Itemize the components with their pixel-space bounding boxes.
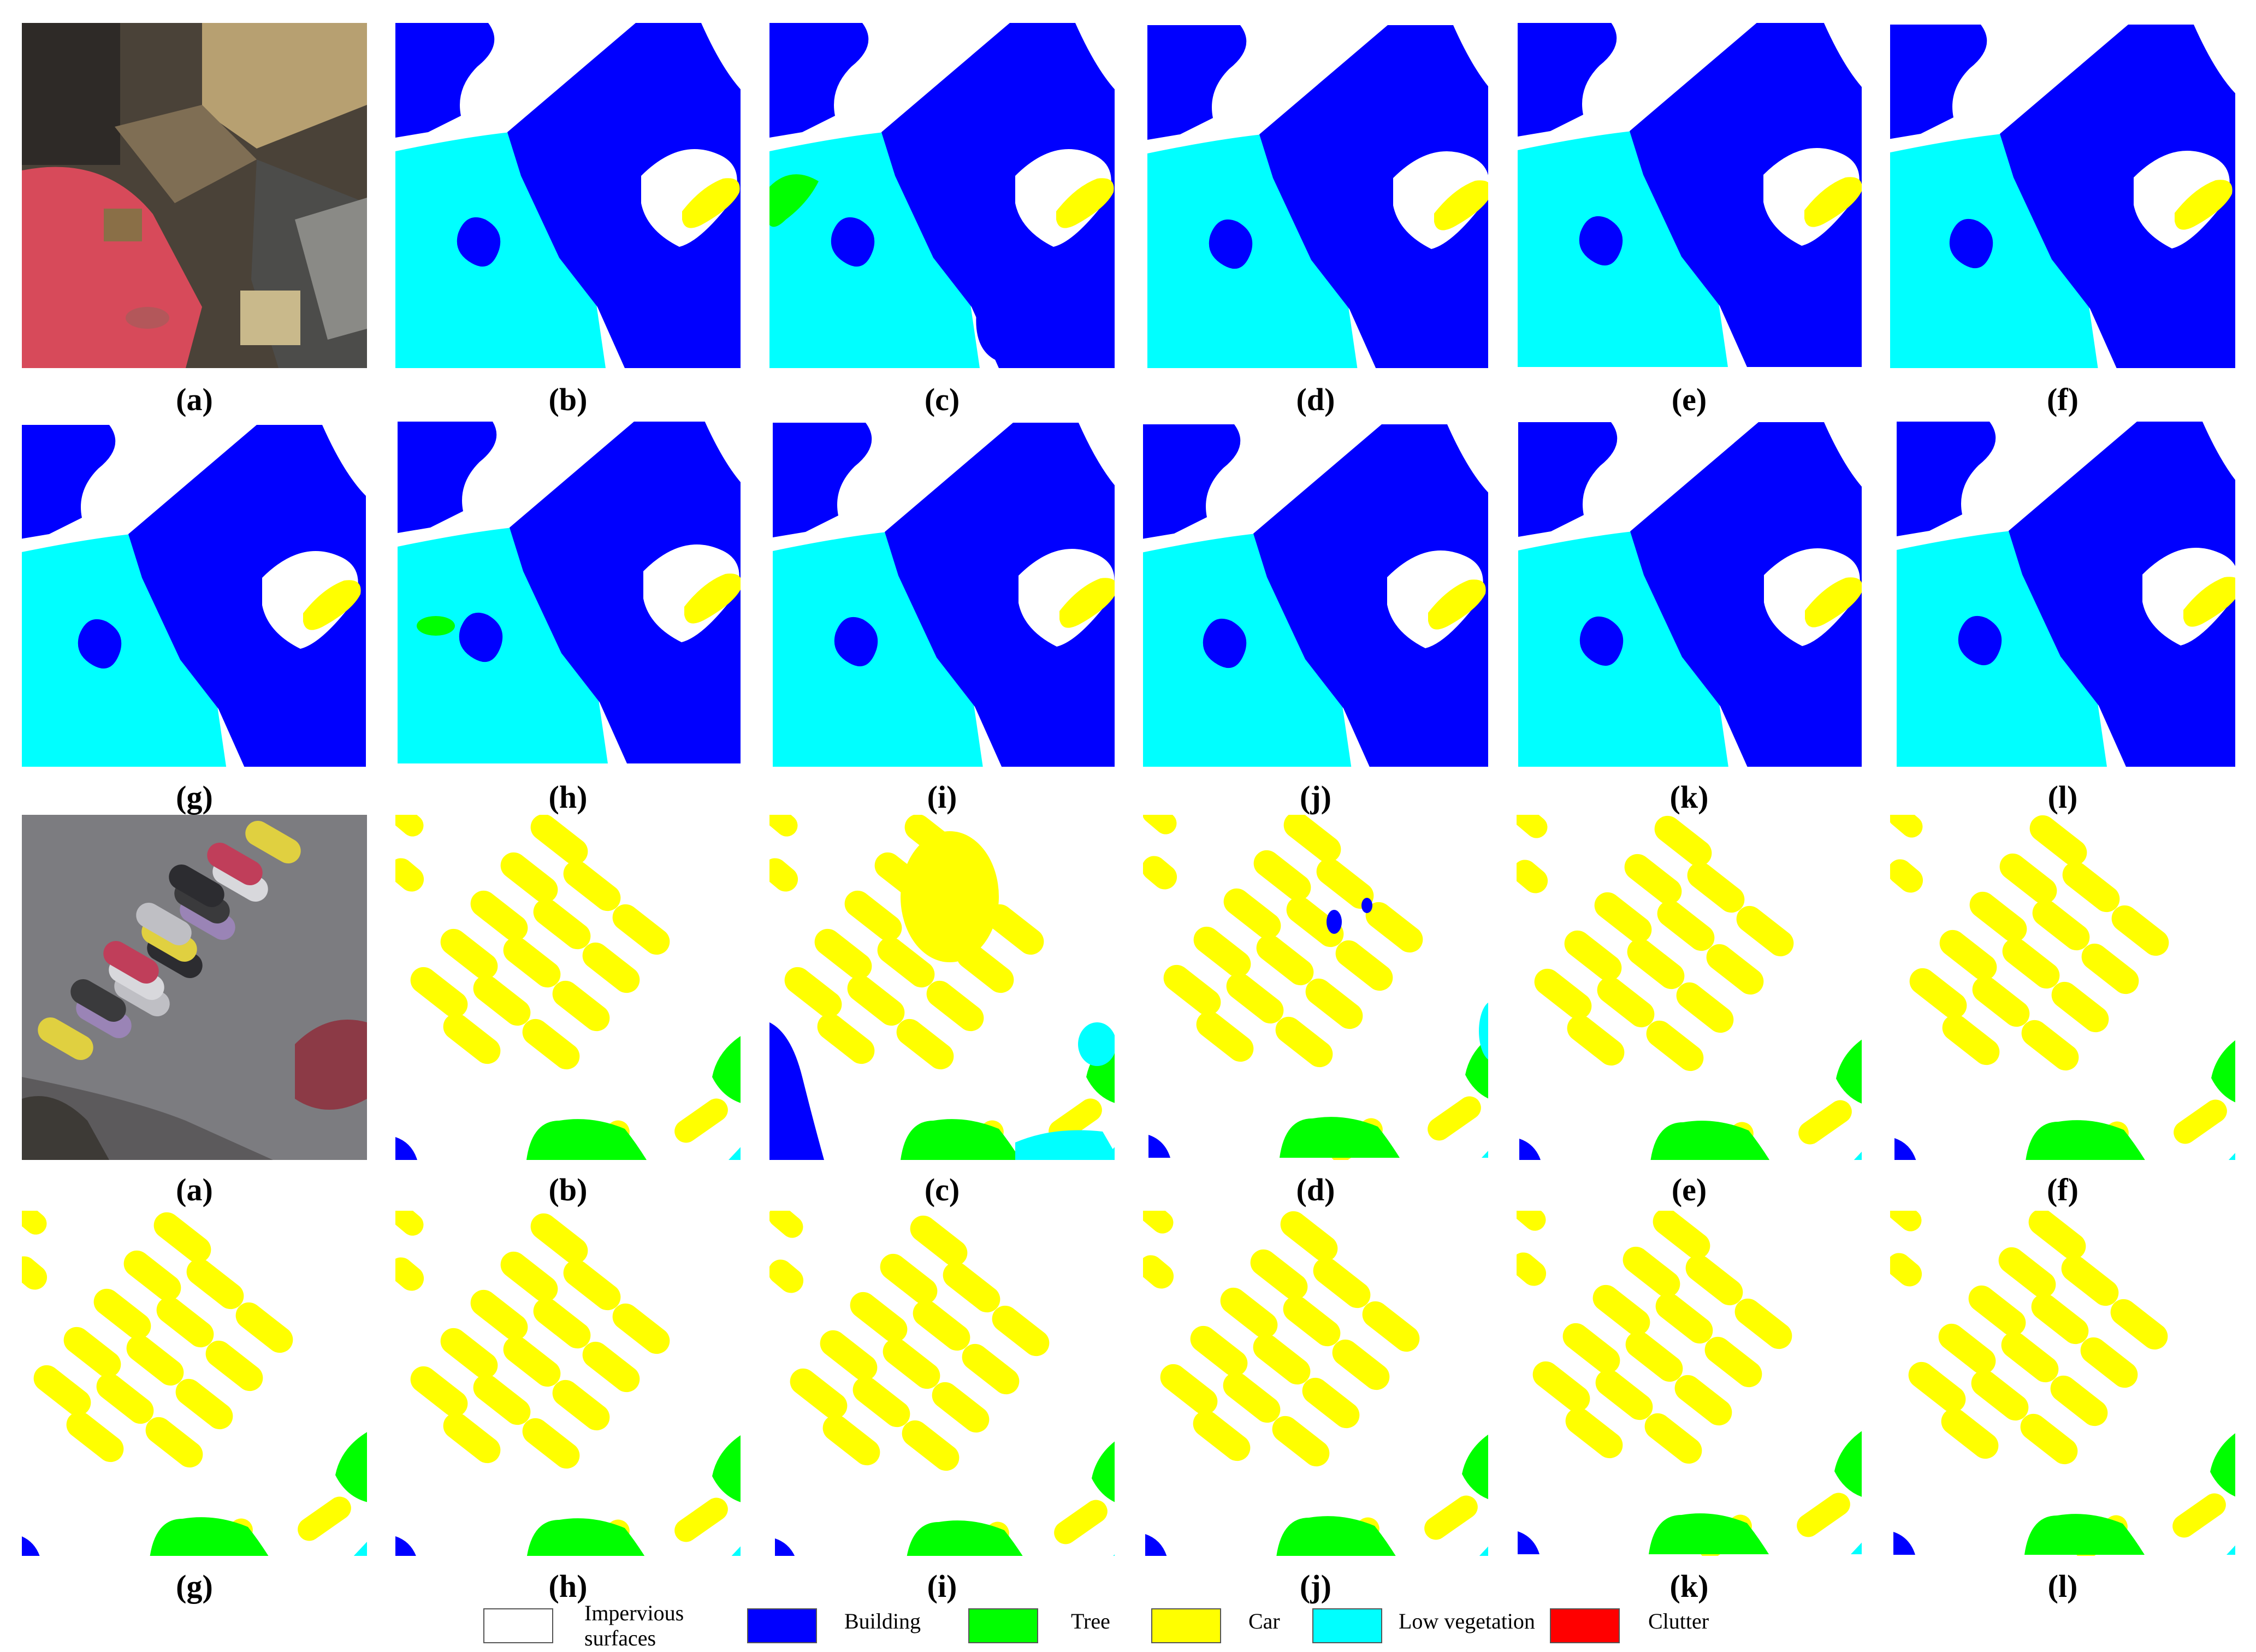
legend-label-impervious: Impervious surfaces [584, 1601, 684, 1650]
legend-swatch-low-vegetation [1312, 1608, 1382, 1643]
panel-caption: (e) [1671, 1172, 1707, 1207]
panel-caption: (f) [2047, 1172, 2079, 1207]
segmentation-map-scene1-f [1890, 23, 2235, 368]
segmentation-map-scene1-e [1517, 23, 1862, 368]
segmentation-map-scene1-b [395, 23, 741, 368]
segmentation-map-scene2-h [395, 1211, 741, 1556]
panel-caption: (f) [2047, 382, 2079, 417]
panel-caption: (d) [1296, 1172, 1335, 1207]
panel-caption: (j) [1300, 1568, 1331, 1604]
segmentation-map-scene1-c [769, 23, 1115, 368]
legend-label-building: Building [844, 1609, 921, 1633]
segmentation-map-scene2-f [1890, 815, 2235, 1160]
segmentation-map-scene1-d [1143, 23, 1488, 368]
segmentation-map-scene2-j [1143, 1211, 1488, 1556]
panel-caption: (b) [548, 1172, 588, 1207]
segmentation-map-scene1-k [1517, 422, 1862, 767]
segmentation-map-scene2-e [1517, 815, 1862, 1160]
segmentation-map-scene2-c [769, 815, 1115, 1160]
panel-caption: (c) [924, 1172, 960, 1207]
panel-caption: (e) [1671, 382, 1707, 417]
legend-label-clutter: Clutter [1648, 1609, 1709, 1633]
segmentation-map-scene2-k [1517, 1211, 1862, 1556]
segmentation-map-scene1-j [1143, 422, 1488, 767]
segmentation-map-scene1-g [22, 422, 367, 767]
segmentation-map-scene1-l [1890, 422, 2235, 767]
panel-caption: (b) [548, 382, 588, 417]
panel-caption: (g) [176, 779, 213, 815]
segmentation-map-scene2-i [769, 1211, 1115, 1556]
legend-swatch-car [1151, 1608, 1221, 1643]
legend-swatch-impervious [483, 1608, 553, 1643]
segmentation-map-scene2-d [1143, 815, 1488, 1160]
legend-label-car: Car [1248, 1609, 1280, 1633]
panel-caption: (a) [176, 1172, 213, 1207]
aerial-photo-scene2-a [22, 815, 367, 1160]
panel-caption: (h) [548, 1568, 588, 1604]
panel-caption: (j) [1300, 779, 1331, 815]
aerial-photo-scene1-a [22, 23, 367, 368]
panel-caption: (a) [176, 382, 213, 417]
panel-caption: (d) [1296, 382, 1335, 417]
panel-caption: (h) [548, 779, 588, 815]
segmentation-map-scene2-l [1890, 1211, 2235, 1556]
panel-caption: (k) [1669, 1568, 1709, 1604]
segmentation-map-scene1-h [395, 422, 741, 767]
legend-label-low-vegetation: Low vegetation [1399, 1609, 1535, 1633]
legend-label-tree: Tree [1071, 1609, 1110, 1633]
legend-swatch-clutter [1550, 1608, 1620, 1643]
legend-swatch-tree [968, 1608, 1038, 1643]
panel-caption: (l) [2047, 779, 2078, 815]
panel-caption: (l) [2047, 1568, 2078, 1604]
segmentation-map-scene1-i [769, 422, 1115, 767]
segmentation-map-scene2-b [395, 815, 741, 1160]
panel-caption: (i) [927, 1568, 957, 1604]
legend-swatch-building [747, 1608, 817, 1643]
panel-caption: (c) [924, 382, 960, 417]
segmentation-map-scene2-g [22, 1211, 367, 1556]
panel-caption: (k) [1669, 779, 1709, 815]
panel-caption: (i) [927, 779, 957, 815]
panel-caption: (g) [176, 1568, 213, 1604]
